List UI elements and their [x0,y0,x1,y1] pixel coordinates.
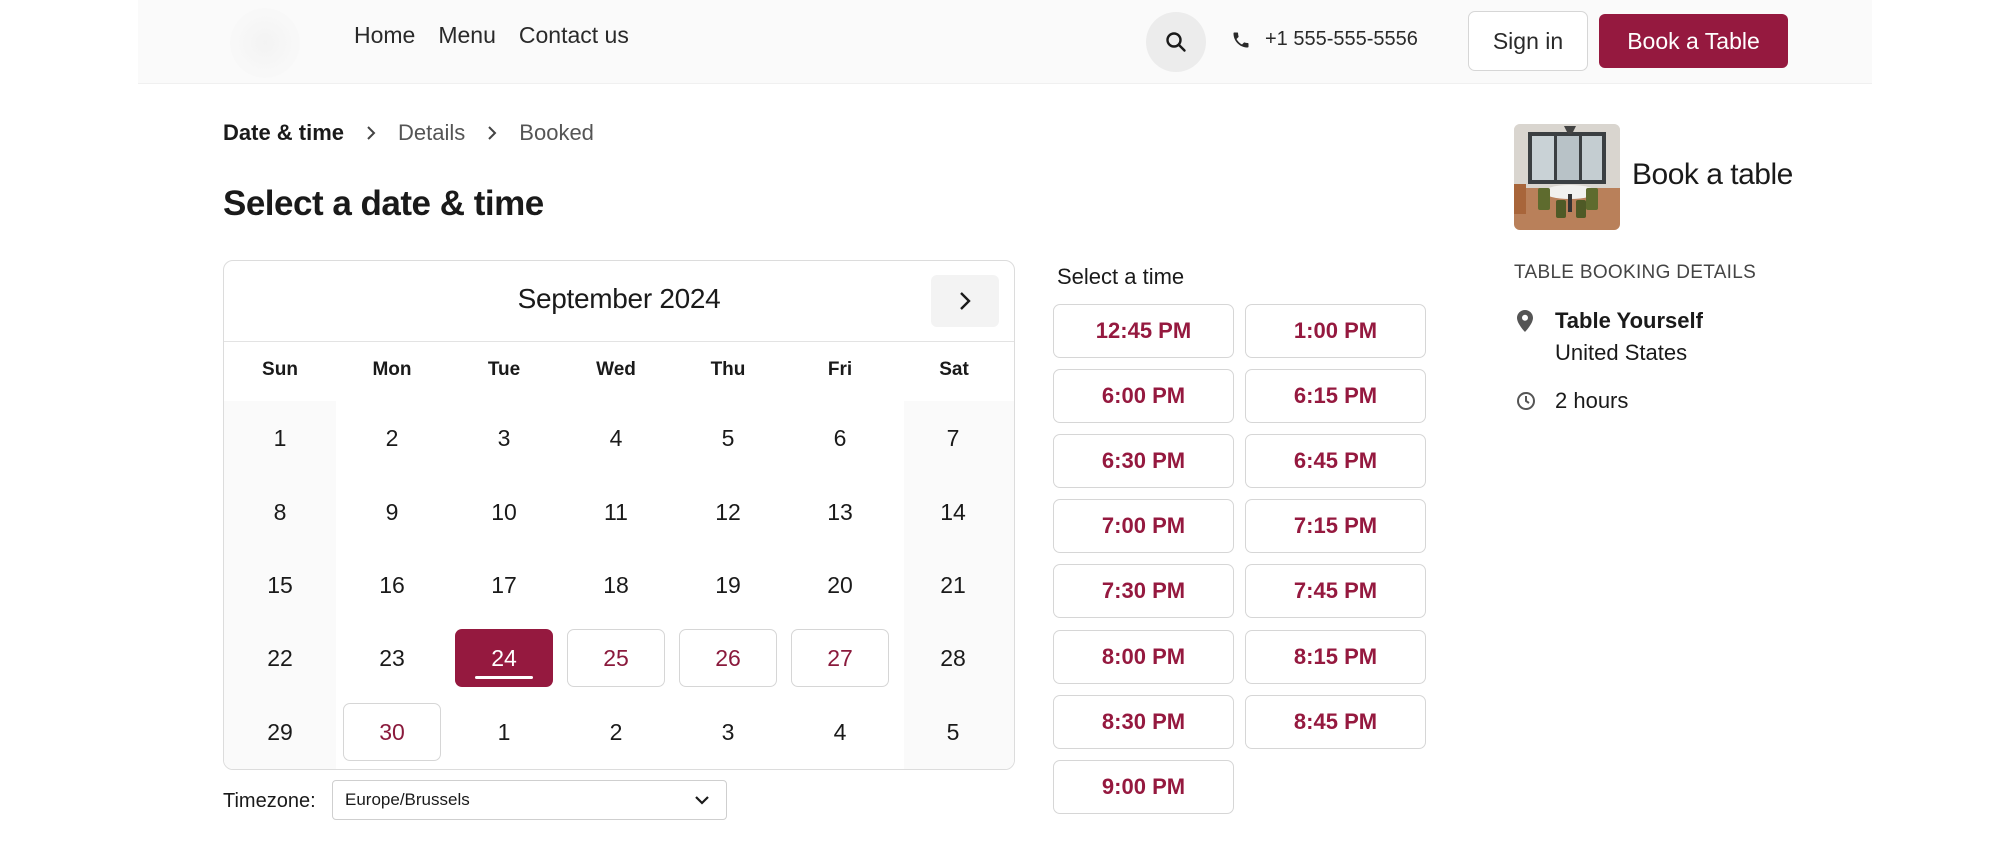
calendar-day: 17 [491,571,517,598]
chevron-right-icon [960,292,971,310]
booking-title: Book a table [1632,158,1793,191]
location-name: Table Yourself [1555,308,1703,333]
phone-contact[interactable]: +1 555-555-5556 [1231,28,1418,51]
calendar-day: 4 [609,424,623,451]
weekday-header: Tue [487,359,521,380]
time-section-title: Select a time [1057,264,1185,289]
time-slot-button[interactable]: 7:45 PM [1245,564,1426,618]
time-slot-button[interactable]: 7:15 PM [1245,499,1426,553]
site-header: Home Menu Contact us +1 555-555-5556 Sig… [138,0,1872,84]
time-slot-button[interactable]: 6:30 PM [1053,434,1234,488]
calendar-day-available[interactable]: 27 [791,629,889,687]
main-nav: Home Menu Contact us [354,22,629,49]
calendar-day: 19 [715,571,741,598]
restaurant-thumbnail [1514,124,1620,230]
phone-icon [1233,32,1249,47]
time-slot-button[interactable]: 7:00 PM [1053,499,1234,553]
calendar-day: 21 [940,571,966,598]
logo[interactable] [230,8,300,78]
calendar-day-available[interactable]: 26 [679,629,777,687]
calendar-day-available[interactable]: 25 [567,629,665,687]
time-slot-button[interactable]: 6:15 PM [1245,369,1426,423]
time-slot-button[interactable]: 8:30 PM [1053,695,1234,749]
calendar-day: 11 [604,498,628,525]
calendar-day: 5 [946,718,960,745]
timezone-label: Timezone: [223,790,316,812]
breadcrumb: Date & time Details Booked [223,120,594,146]
chevron-right-icon [485,125,499,141]
calendar-day: 6 [833,424,847,451]
calendar-day: 2 [385,424,399,451]
weekday-header: Sat [939,359,969,380]
time-slot-button[interactable]: 7:30 PM [1053,564,1234,618]
time-slot-button[interactable]: 12:45 PM [1053,304,1234,358]
weekend-column-bg [904,401,1014,769]
calendar-day: 1 [497,718,511,745]
search-icon [1166,32,1186,52]
calendar-day: 16 [379,571,405,598]
time-slot-button[interactable]: 9:00 PM [1053,760,1234,814]
sign-in-button[interactable]: Sign in [1468,11,1588,71]
weekday-header: Mon [372,359,412,380]
page-title: Select a date & time [223,184,544,223]
timezone-select[interactable]: Europe/Brussels [332,780,727,820]
time-slot-button[interactable]: 8:15 PM [1245,630,1426,684]
nav-menu[interactable]: Menu [438,22,496,48]
calendar-day: 20 [827,571,853,598]
time-slot-button[interactable]: 6:45 PM [1245,434,1426,488]
book-table-button[interactable]: Book a Table [1599,14,1788,68]
nav-contact-us[interactable]: Contact us [518,22,629,48]
location-pin-icon [1517,310,1533,337]
weekend-column-bg [224,401,336,769]
breadcrumb-step-booked: Booked [519,120,594,145]
calendar-day: 13 [827,498,853,525]
time-slot-button[interactable]: 1:00 PM [1245,304,1426,358]
next-month-button[interactable] [931,275,999,327]
calendar-day: 23 [379,644,405,671]
weekday-header: Wed [596,359,636,380]
breadcrumb-step-date-time: Date & time [223,120,345,145]
time-slot-button[interactable]: 6:00 PM [1053,369,1234,423]
timezone-value: Europe/Brussels [345,790,470,809]
weekday-header: Sun [262,359,298,380]
calendar-day: 7 [946,424,960,451]
phone-number: +1 555-555-5556 [1265,28,1418,50]
calendar-day: 3 [497,424,511,451]
calendar: September 2024 Sun Mon Tue Wed Thu Fri Sat 1 2 3 4… [223,260,1015,770]
calendar-day: 28 [940,644,966,671]
location-country: United States [1555,340,1688,365]
booking-duration: 2 hours [1555,388,1629,413]
time-slot-button[interactable]: 8:45 PM [1245,695,1426,749]
search-button[interactable] [1146,12,1206,72]
calendar-month: September 2024 [517,283,721,314]
calendar-day: 12 [715,498,741,525]
calendar-day-available[interactable]: 30 [343,703,441,761]
booking-subtitle: TABLE BOOKING DETAILS [1514,262,1757,283]
calendar-day: 1 [273,424,287,451]
calendar-day: 4 [833,718,847,745]
weekday-header: Thu [710,359,746,380]
time-slot-button[interactable]: 8:00 PM [1053,630,1234,684]
calendar-day: 14 [940,498,966,525]
calendar-day: 8 [273,498,287,525]
calendar-day: 22 [267,644,293,671]
calendar-day: 2 [609,718,623,745]
calendar-day: 10 [491,498,517,525]
calendar-day: 15 [267,571,293,598]
weekday-header: Fri [827,359,853,380]
calendar-day: 18 [603,571,629,598]
calendar-day: 3 [721,718,735,745]
calendar-day: 29 [267,718,293,745]
chevron-right-icon [364,125,378,141]
calendar-day: 5 [721,424,735,451]
calendar-day-selected[interactable]: 24 [455,629,553,687]
chevron-down-icon [695,796,709,805]
clock-icon [1516,391,1536,416]
breadcrumb-step-details: Details [398,120,466,145]
calendar-header: September 2024 [224,261,1014,342]
nav-home[interactable]: Home [354,22,416,48]
calendar-day: 9 [385,498,399,525]
